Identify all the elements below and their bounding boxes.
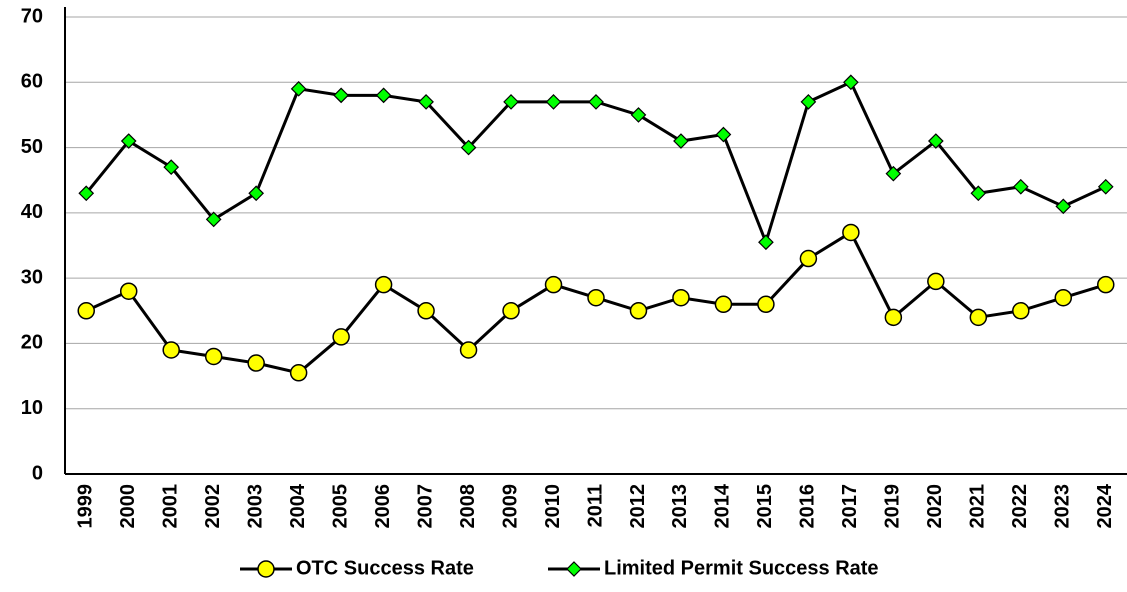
x-tick-label: 2022 (1009, 484, 1031, 529)
point (1097, 178, 1114, 195)
legend-marker (257, 560, 275, 578)
legend-label: Limited Permit Success Rate (604, 557, 879, 579)
y-tick-label: 10 (21, 397, 43, 419)
x-tick-label: 2021 (967, 484, 989, 529)
point (884, 308, 903, 327)
point (672, 288, 690, 307)
point (1054, 288, 1073, 307)
y-tick-label: 20 (21, 332, 43, 354)
point (757, 295, 775, 314)
point (332, 328, 350, 346)
point (1012, 302, 1030, 320)
point (799, 249, 818, 268)
point (587, 288, 605, 307)
point (289, 364, 308, 382)
x-tick-label: 2000 (117, 484, 139, 529)
point (545, 94, 562, 110)
point (970, 185, 987, 202)
point (120, 133, 137, 149)
point (1097, 275, 1115, 294)
point (459, 341, 478, 359)
point (503, 94, 519, 110)
point (119, 282, 138, 300)
point (927, 133, 944, 149)
point (1012, 178, 1029, 195)
point (927, 272, 945, 291)
x-tick-label: 2013 (669, 484, 691, 529)
x-tick-label: 2002 (202, 484, 224, 529)
point (800, 94, 817, 110)
point (843, 74, 859, 91)
point (290, 80, 307, 97)
y-tick-label: 70 (21, 5, 43, 27)
point (162, 341, 180, 359)
point (375, 87, 392, 104)
point (77, 302, 95, 320)
point (204, 347, 223, 366)
x-tick-label: 1999 (75, 484, 97, 529)
x-tick-label: 2010 (542, 484, 564, 529)
point (247, 354, 265, 372)
legend-marker (566, 561, 582, 577)
legend-label: OTC Success Rate (296, 557, 474, 579)
point (715, 126, 732, 143)
point (544, 275, 563, 294)
x-tick-label: 2016 (797, 484, 819, 529)
y-tick-label: 0 (32, 462, 43, 484)
point (842, 223, 860, 242)
point (588, 94, 604, 110)
x-tick-label: 2003 (244, 484, 266, 529)
point (1055, 198, 1072, 215)
y-tick-label: 30 (21, 266, 43, 288)
point (248, 185, 265, 202)
x-tick-label: 2015 (754, 484, 776, 529)
x-tick-label: 2007 (414, 484, 436, 529)
x-tick-label: 2006 (372, 484, 394, 529)
x-tick-label: 2017 (839, 484, 861, 529)
x-tick-label: 2009 (499, 484, 521, 529)
point (673, 133, 689, 149)
point (374, 275, 393, 294)
point (460, 139, 477, 156)
y-tick-label: 40 (21, 201, 43, 223)
x-tick-label: 2004 (287, 483, 309, 528)
y-tick-label: 60 (21, 71, 43, 93)
point (417, 302, 435, 320)
point (969, 308, 988, 327)
x-tick-label: 2024 (1094, 483, 1116, 528)
point (78, 185, 95, 202)
point (885, 165, 902, 182)
point (163, 159, 180, 176)
x-tick-label: 2014 (712, 483, 734, 528)
point (758, 234, 774, 251)
point (714, 295, 733, 314)
point (630, 107, 647, 123)
x-tick-label: 2008 (457, 484, 479, 529)
x-tick-label: 2020 (924, 484, 946, 529)
y-tick-label: 50 (21, 136, 43, 158)
x-tick-label: 2012 (627, 484, 649, 529)
x-tick-label: 2019 (882, 484, 904, 529)
x-tick-label: 2023 (1052, 484, 1074, 529)
point (629, 302, 648, 320)
point (333, 87, 349, 104)
point (418, 94, 434, 110)
x-tick-label: 2001 (159, 484, 181, 529)
x-tick-label: 2005 (329, 484, 351, 529)
x-tick-label: 2011 (584, 484, 606, 527)
point (502, 302, 520, 320)
point (205, 211, 222, 228)
